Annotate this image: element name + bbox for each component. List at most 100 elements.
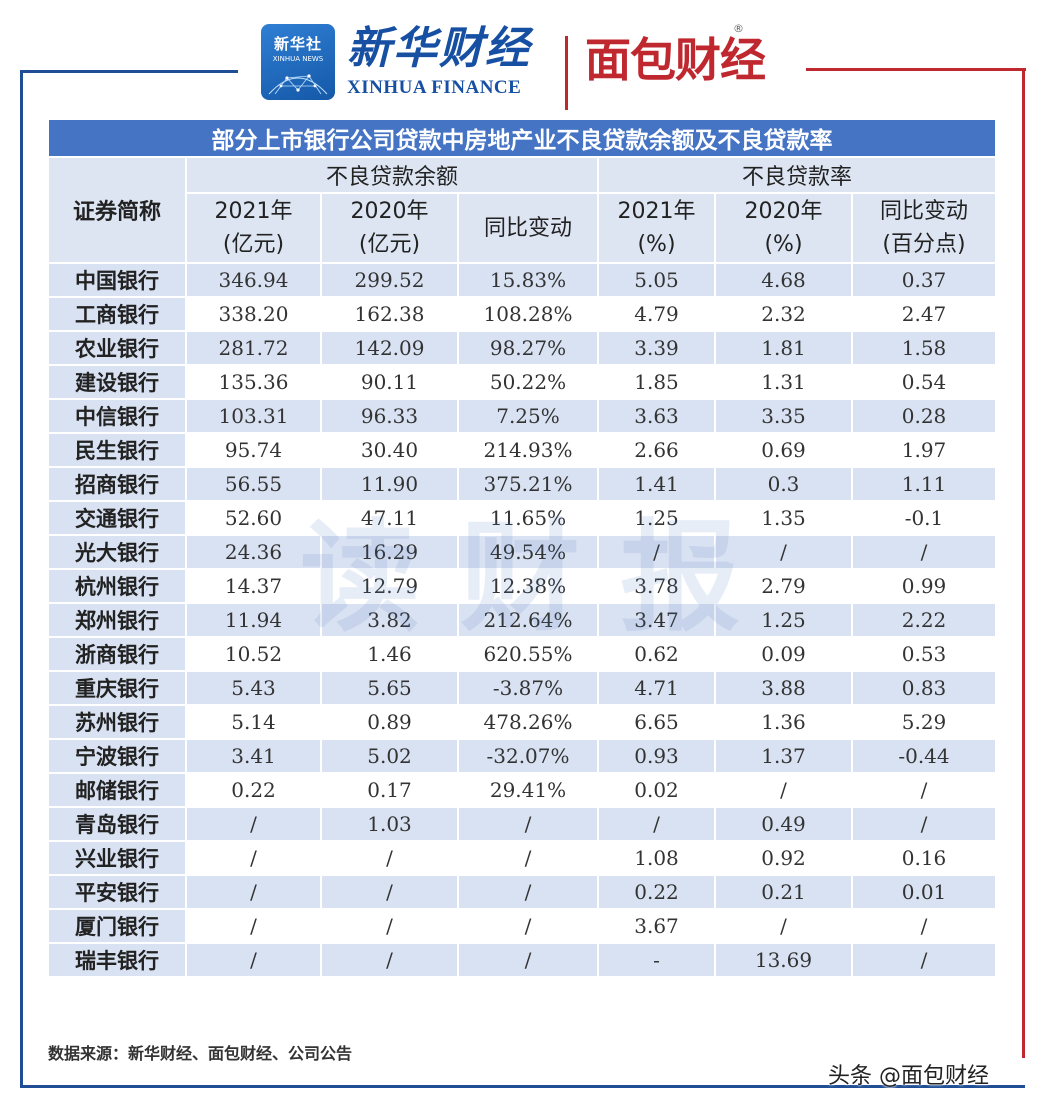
sub-header-line: 同比变动 <box>879 199 968 224</box>
sub-header: 2020年 (亿元) <box>320 192 459 264</box>
xinhua-badge-en: XINHUA NEWS <box>272 55 324 63</box>
value-cell: / <box>597 806 716 842</box>
value-cell: 108.28% <box>457 296 599 332</box>
value-cell: 2.22 <box>851 602 997 638</box>
sub-header-line: (%) <box>637 232 676 257</box>
source-note: 数据来源：新华财经、面包财经、公司公告 <box>48 1044 353 1063</box>
value-cell: 90.11 <box>320 364 459 400</box>
value-cell: 1.85 <box>597 364 716 400</box>
xinhua-badge-cn: 新华社 <box>273 35 322 53</box>
value-cell: -0.1 <box>851 500 997 536</box>
value-cell: / <box>851 942 997 978</box>
value-cell: 214.93% <box>457 432 599 468</box>
header-logos: 新华社 XINHUA NEWS 新华财经 XINHUA FINANCE 面包财经… <box>255 18 815 110</box>
value-cell: 2.47 <box>851 296 997 332</box>
value-cell: 0.22 <box>597 874 716 910</box>
value-cell: 1.36 <box>714 704 853 740</box>
value-cell: 0.54 <box>851 364 997 400</box>
value-cell: 1.37 <box>714 738 853 774</box>
sub-header-line: (百分点) <box>882 232 966 257</box>
value-cell: 14.37 <box>185 568 322 604</box>
value-cell: 0.93 <box>597 738 716 774</box>
value-cell: 4.79 <box>597 296 716 332</box>
bank-name-cell: 重庆银行 <box>47 670 187 706</box>
value-cell: 478.26% <box>457 704 599 740</box>
table-row: 农业银行 281.72 142.09 98.27% 3.39 1.81 1.58 <box>47 330 997 366</box>
logo-divider <box>565 36 568 110</box>
sub-header-line: 2021年 <box>214 199 293 224</box>
value-cell: 0.53 <box>851 636 997 672</box>
value-cell: 281.72 <box>185 330 322 366</box>
table-row: 工商银行 338.20 162.38 108.28% 4.79 2.32 2.47 <box>47 296 997 332</box>
registered-mark: ® <box>733 22 744 35</box>
bank-name-cell: 邮储银行 <box>47 772 187 808</box>
value-cell: 2.32 <box>714 296 853 332</box>
table-row: 兴业银行 / //1.08 0.92 0.16 <box>47 840 997 876</box>
value-cell: 1.58 <box>851 330 997 366</box>
table-row: 瑞丰银行 / / / -13.69/ <box>47 942 997 978</box>
value-cell: / <box>457 942 599 978</box>
value-cell: -0.44 <box>851 738 997 774</box>
value-cell: 13.69 <box>714 942 853 978</box>
value-cell: 5.02 <box>320 738 459 774</box>
value-cell: 11.90 <box>320 466 459 502</box>
value-cell: 0.49 <box>714 806 853 842</box>
table-row: 邮储银行 0.22 0.17 29.41% 0.02// <box>47 772 997 808</box>
bank-name-cell: 工商银行 <box>47 296 187 332</box>
value-cell: 1.97 <box>851 432 997 468</box>
value-cell: 162.38 <box>320 296 459 332</box>
frame-right-line <box>1022 68 1025 1058</box>
table-row: 厦门银行 / //3.67// <box>47 908 997 944</box>
value-cell: 3.82 <box>320 602 459 638</box>
value-cell: / <box>320 874 459 910</box>
frame-top-left-line <box>20 70 238 73</box>
bank-name-cell: 光大银行 <box>47 534 187 570</box>
sub-header: 2020年 (%) <box>714 192 853 264</box>
value-cell: 1.08 <box>597 840 716 876</box>
sub-header-line: 2020年 <box>744 199 823 224</box>
value-cell: 3.88 <box>714 670 853 706</box>
value-cell: 0.17 <box>320 772 459 808</box>
value-cell: 4.68 <box>714 262 853 298</box>
value-cell: 375.21% <box>457 466 599 502</box>
value-cell: 1.25 <box>597 500 716 536</box>
value-cell: 1.35 <box>714 500 853 536</box>
sub-header-line: (亿元) <box>358 232 421 257</box>
bank-name-cell: 民生银行 <box>47 432 187 468</box>
table-row: 民生银行 95.74 30.40 214.93% 2.66 0.69 1.97 <box>47 432 997 468</box>
value-cell: / <box>320 908 459 944</box>
value-cell: 3.39 <box>597 330 716 366</box>
xinhua-news-logo: 新华社 XINHUA NEWS <box>261 24 335 100</box>
table-row: 苏州银行 5.14 0.89 478.26% 6.65 1.36 5.29 <box>47 704 997 740</box>
bank-name-cell: 招商银行 <box>47 466 187 502</box>
value-cell: 16.29 <box>320 534 459 570</box>
table-row: 宁波银行 3.41 5.02 -32.07% 0.93 1.37 -0.44 <box>47 738 997 774</box>
sub-header-line: 同比变动 <box>483 215 572 241</box>
group-header-ratio: 不良贷款率 <box>597 156 997 194</box>
value-cell: 0.09 <box>714 636 853 672</box>
value-cell: 3.35 <box>714 398 853 434</box>
bank-name-cell: 浙商银行 <box>47 636 187 672</box>
bank-name-cell: 苏州银行 <box>47 704 187 740</box>
value-cell: 5.43 <box>185 670 322 706</box>
bank-name-cell: 平安银行 <box>47 874 187 910</box>
table-row: 青岛银行/1.03//0.49/ <box>47 806 997 842</box>
table-row: 交通银行 52.60 47.11 11.65% 1.25 1.35 -0.1 <box>47 500 997 536</box>
value-cell: 3.78 <box>597 568 716 604</box>
frame-top-right-line <box>806 68 1026 71</box>
value-cell: 49.54% <box>457 534 599 570</box>
table-row: 杭州银行 14.37 12.79 12.38% 3.78 2.79 0.99 <box>47 568 997 604</box>
value-cell: / <box>185 942 322 978</box>
value-cell: 24.36 <box>185 534 322 570</box>
value-cell: 0.22 <box>185 772 322 808</box>
value-cell: 103.31 <box>185 398 322 434</box>
value-cell: 0.92 <box>714 840 853 876</box>
value-cell: 29.41% <box>457 772 599 808</box>
bank-name-cell: 建设银行 <box>47 364 187 400</box>
value-cell: 10.52 <box>185 636 322 672</box>
value-cell: / <box>851 534 997 570</box>
table-row: 平安银行 / //0.22 0.21 0.01 <box>47 874 997 910</box>
value-cell: 11.94 <box>185 602 322 638</box>
value-cell: 299.52 <box>320 262 459 298</box>
bank-name-cell: 厦门银行 <box>47 908 187 944</box>
